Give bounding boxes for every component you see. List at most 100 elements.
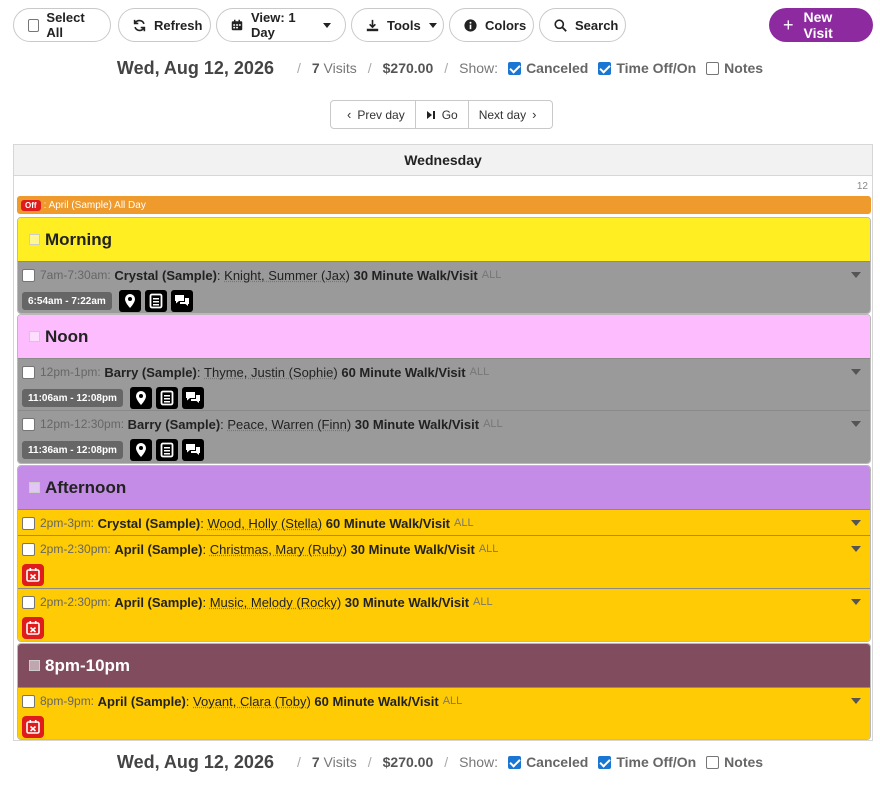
go-button[interactable]: Go: [416, 101, 469, 128]
visit-client-link[interactable]: Peace, Warren (Finn): [227, 416, 352, 432]
visit-checkbox[interactable]: [22, 516, 35, 530]
visit-client-link[interactable]: Knight, Summer (Jax): [224, 267, 350, 283]
visit-service: 60 Minute Walk/Visit: [325, 515, 451, 531]
time-block-morning: Morning 7am-7:30am: Crystal (Sample): Kni…: [17, 217, 871, 314]
notes-icon[interactable]: [155, 387, 178, 409]
visit-row[interactable]: 7am-7:30am: Crystal (Sample): Knight, Su…: [18, 261, 870, 313]
visit-menu-caret-icon[interactable]: [851, 421, 861, 427]
notes-checkbox[interactable]: [706, 61, 720, 75]
show-notes-toggle[interactable]: Notes: [706, 754, 763, 770]
new-visit-label: New Visit: [803, 9, 833, 41]
visits-count: 7: [311, 60, 320, 76]
show-timeoff-toggle[interactable]: Time Off/On: [598, 60, 696, 76]
visit-row[interactable]: 12pm-1pm: Barry (Sample): Thyme, Justin …: [18, 358, 870, 410]
time-off-bar[interactable]: Off : April (Sample) All Day: [17, 196, 871, 214]
go-label: Go: [441, 107, 458, 122]
next-day-button[interactable]: Next day ›: [469, 101, 553, 128]
time-block-header[interactable]: Morning: [18, 218, 870, 261]
visit-icons: 11:36am - 12:08pm: [22, 437, 866, 463]
visit-client-link[interactable]: Christmas, Mary (Ruby): [209, 541, 347, 557]
calendar-cancel-icon[interactable]: [22, 564, 44, 586]
visit-checkbox[interactable]: [22, 417, 35, 431]
visit-menu-caret-icon[interactable]: [851, 546, 861, 552]
visit-row[interactable]: 8pm-9pm: April (Sample): Voyant, Clara (…: [18, 687, 870, 739]
notes-checkbox[interactable]: [706, 755, 720, 769]
refresh-button[interactable]: Refresh: [118, 8, 211, 42]
select-all-label: Select All: [46, 10, 85, 40]
visit-all-tag: ALL: [442, 695, 463, 707]
timeoff-checkbox[interactable]: [598, 61, 612, 75]
notes-icon[interactable]: [144, 290, 167, 312]
view-dropdown[interactable]: View: 1 Day: [216, 8, 346, 42]
visit-staff: April (Sample): [114, 541, 203, 557]
visit-staff: Crystal (Sample): [114, 267, 217, 283]
visit-row[interactable]: 12pm-12:30pm: Barry (Sample): Peace, War…: [18, 410, 870, 463]
map-pin-icon[interactable]: [129, 439, 152, 461]
block-color-swatch: [29, 234, 40, 245]
visit-service: 30 Minute Walk/Visit: [350, 541, 475, 557]
chat-icon[interactable]: [170, 290, 193, 312]
tools-dropdown[interactable]: Tools: [351, 8, 444, 42]
toolbar: Select All Refresh View: 1 Day Tools Col…: [13, 8, 873, 42]
visit-all-tag: ALL: [478, 543, 499, 555]
separator: /: [444, 754, 449, 770]
calendar-cancel-icon[interactable]: [22, 716, 44, 738]
chat-icon[interactable]: [181, 439, 204, 461]
search-button[interactable]: Search: [539, 8, 626, 42]
show-notes-toggle[interactable]: Notes: [706, 60, 763, 76]
canceled-checkbox[interactable]: [508, 61, 522, 75]
visit-staff: Crystal (Sample): [97, 515, 201, 531]
visit-checkbox[interactable]: [22, 694, 35, 708]
select-all-checkbox[interactable]: [28, 18, 40, 32]
time-block-header[interactable]: Noon: [18, 315, 870, 358]
visit-client-link[interactable]: Music, Melody (Rocky): [209, 594, 342, 610]
next-day-label: Next day: [478, 107, 527, 122]
new-visit-button[interactable]: + New Visit: [769, 8, 873, 42]
visit-checkbox[interactable]: [22, 365, 35, 379]
visits-count: 7: [311, 754, 320, 770]
show-canceled-toggle[interactable]: Canceled: [508, 754, 588, 770]
visit-menu-caret-icon[interactable]: [851, 369, 861, 375]
show-timeoff-toggle[interactable]: Time Off/On: [598, 754, 696, 770]
visit-menu-caret-icon[interactable]: [851, 520, 861, 526]
current-date: Wed, Aug 12, 2026: [116, 57, 274, 78]
colors-label: Colors: [485, 17, 527, 33]
visit-client-link[interactable]: Voyant, Clara (Toby): [193, 693, 311, 709]
total-amount: $270.00: [382, 60, 434, 76]
timeoff-checkbox[interactable]: [598, 755, 612, 769]
visit-all-tag: ALL: [469, 366, 490, 378]
timeoff-label: Time Off/On: [616, 754, 697, 770]
chat-icon[interactable]: [181, 387, 204, 409]
canceled-checkbox[interactable]: [508, 755, 522, 769]
visit-line: 8pm-9pm: April (Sample): Voyant, Clara (…: [22, 688, 866, 714]
day-calendar: Wednesday 12 Off : April (Sample) All Da…: [13, 144, 873, 741]
notes-icon[interactable]: [155, 439, 178, 461]
show-canceled-toggle[interactable]: Canceled: [508, 60, 588, 76]
visit-line: 2pm-2:30pm: April (Sample): Christmas, M…: [22, 536, 866, 562]
visit-client-link[interactable]: Thyme, Justin (Sophie): [204, 364, 338, 380]
visit-row[interactable]: 2pm-2:30pm: April (Sample): Music, Melod…: [18, 588, 870, 641]
visit-client-link[interactable]: Wood, Holly (Stella): [207, 515, 323, 531]
time-block-noon: Noon 12pm-1pm: Barry (Sample): Thyme, Jus…: [17, 314, 871, 464]
time-block-header[interactable]: 8pm-10pm: [18, 644, 870, 687]
day-header: Wednesday: [14, 145, 872, 176]
visit-row[interactable]: 2pm-3pm: Crystal (Sample): Wood, Holly (…: [18, 509, 870, 535]
time-block-header[interactable]: Afternoon: [18, 466, 870, 509]
actual-time-badge: 11:36am - 12:08pm: [22, 441, 123, 459]
map-pin-icon[interactable]: [118, 290, 141, 312]
select-all-button[interactable]: Select All: [13, 8, 111, 42]
prev-day-button[interactable]: ‹ Prev day: [331, 101, 416, 128]
separator: /: [444, 60, 449, 76]
visit-menu-caret-icon[interactable]: [851, 599, 861, 605]
visit-checkbox[interactable]: [22, 542, 35, 556]
block-color-swatch: [29, 660, 40, 671]
visit-menu-caret-icon[interactable]: [851, 698, 861, 704]
prev-day-label: Prev day: [357, 107, 405, 122]
map-pin-icon[interactable]: [129, 387, 152, 409]
visit-menu-caret-icon[interactable]: [851, 272, 861, 278]
visit-row[interactable]: 2pm-2:30pm: April (Sample): Christmas, M…: [18, 535, 870, 588]
visit-checkbox[interactable]: [22, 595, 35, 609]
visit-checkbox[interactable]: [22, 268, 35, 282]
calendar-cancel-icon[interactable]: [22, 617, 44, 639]
colors-button[interactable]: Colors: [449, 8, 534, 42]
